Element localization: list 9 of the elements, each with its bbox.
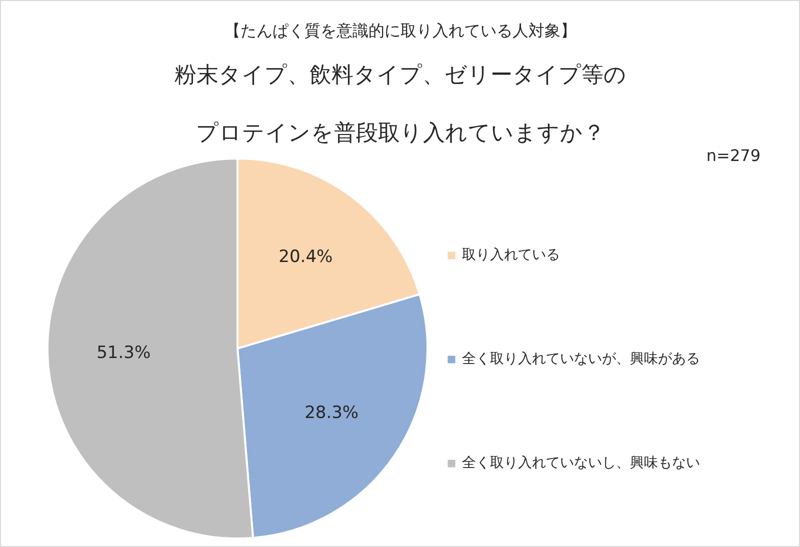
data-label: 20.4% <box>278 247 333 268</box>
data-label: 51.3% <box>96 343 151 364</box>
legend-label: 全く取り入れていないが、興味がある <box>462 350 700 368</box>
text: n=279 <box>706 146 761 165</box>
chart-subtitle: 【たんぱく質を意識的に取り入れている人対象】 <box>224 21 576 40</box>
legend-label: 全く取り入れていないし、興味もない <box>462 454 700 472</box>
legend-label: 取り入れている <box>462 246 560 264</box>
data-label: 28.3% <box>304 402 359 423</box>
chart-title: 粉末タイプ、飲料タイプ、ゼリータイプ等のプロテインを普段取り入れていますか？ <box>174 63 626 146</box>
